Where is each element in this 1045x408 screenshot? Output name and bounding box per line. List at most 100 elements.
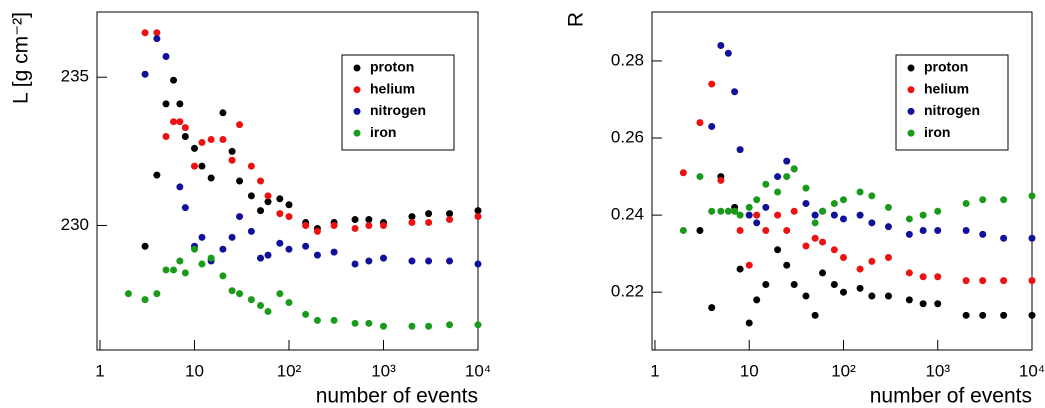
- data-point: [198, 233, 206, 241]
- data-point: [856, 265, 864, 273]
- data-point: [190, 144, 198, 152]
- data-point: [264, 307, 272, 315]
- data-point: [783, 261, 791, 269]
- data-point: [819, 207, 827, 215]
- data-point: [790, 207, 798, 215]
- data-point: [446, 210, 454, 218]
- data-point: [679, 169, 687, 177]
- y-tick-label: 0.26: [611, 128, 644, 147]
- data-point: [830, 200, 838, 208]
- data-point: [919, 227, 927, 235]
- data-point: [905, 230, 913, 238]
- data-point: [170, 76, 178, 84]
- x-tick-label: 10⁴: [1019, 361, 1045, 380]
- x-tick-label: 10: [185, 361, 204, 380]
- data-point: [962, 200, 970, 208]
- data-point: [176, 118, 184, 126]
- data-point: [839, 288, 847, 296]
- data-point: [313, 251, 321, 259]
- legend-marker: [353, 129, 361, 137]
- data-point: [264, 251, 272, 259]
- data-point: [774, 211, 782, 219]
- data-point: [774, 246, 782, 254]
- data-point: [802, 184, 810, 192]
- data-point: [979, 311, 987, 319]
- data-point: [819, 269, 827, 277]
- data-point: [856, 188, 864, 196]
- data-point: [276, 290, 284, 298]
- data-point: [257, 302, 265, 310]
- data-point: [934, 227, 942, 235]
- data-point: [731, 88, 739, 96]
- data-point: [198, 138, 206, 146]
- data-point: [264, 192, 272, 200]
- data-point: [425, 322, 433, 330]
- data-point: [285, 299, 293, 307]
- data-point: [745, 261, 753, 269]
- data-point: [351, 260, 359, 268]
- data-point: [745, 211, 753, 219]
- data-point: [753, 296, 761, 304]
- y-axis-label: L [g cm⁻²]: [10, 12, 33, 104]
- data-point: [207, 135, 215, 143]
- data-point: [379, 322, 387, 330]
- data-point: [228, 287, 236, 295]
- data-point: [708, 304, 716, 312]
- legend-marker: [907, 107, 915, 115]
- x-tick-label: 10⁴: [465, 361, 491, 380]
- legend-marker: [907, 64, 915, 72]
- data-point: [905, 215, 913, 223]
- data-point: [141, 296, 149, 304]
- data-point: [745, 319, 753, 327]
- legend-box: [341, 54, 455, 151]
- data-point: [905, 269, 913, 277]
- plot-frame: [96, 11, 479, 351]
- data-point: [285, 213, 293, 221]
- data-point: [219, 245, 227, 253]
- data-point: [868, 192, 876, 200]
- x-tick-label: 10: [740, 361, 759, 380]
- legend-label: nitrogen: [924, 102, 980, 118]
- data-point: [696, 173, 704, 181]
- legend-marker: [353, 107, 361, 115]
- data-point: [351, 216, 359, 224]
- data-point: [839, 215, 847, 223]
- data-point: [198, 162, 206, 170]
- data-point: [330, 248, 338, 256]
- data-point: [753, 211, 761, 219]
- data-point: [181, 133, 189, 141]
- data-point: [474, 213, 482, 221]
- data-point: [736, 265, 744, 273]
- x-axis-label: number of events: [316, 385, 478, 408]
- data-point: [236, 213, 244, 221]
- data-point: [762, 227, 770, 235]
- y-tick-label: 0.24: [611, 205, 644, 224]
- plot-frame: [651, 11, 1033, 351]
- data-point: [190, 162, 198, 170]
- data-point: [207, 254, 215, 262]
- data-point: [962, 277, 970, 285]
- data-point: [696, 227, 704, 235]
- legend-label: nitrogen: [370, 102, 426, 118]
- data-point: [731, 207, 739, 215]
- data-point: [170, 266, 178, 274]
- data-point: [717, 176, 725, 184]
- data-point: [302, 242, 310, 250]
- data-point: [425, 257, 433, 265]
- data-point: [884, 254, 892, 262]
- data-point: [257, 207, 265, 215]
- data-point: [425, 210, 433, 218]
- data-point: [1028, 192, 1036, 200]
- data-point: [811, 211, 819, 219]
- data-point: [446, 216, 454, 224]
- data-point: [934, 207, 942, 215]
- data-point: [313, 227, 321, 235]
- data-point: [1000, 277, 1008, 285]
- data-point: [884, 292, 892, 300]
- data-point: [198, 260, 206, 268]
- data-point: [802, 292, 810, 300]
- data-point: [365, 257, 373, 265]
- data-point: [124, 290, 132, 298]
- y-tick-label: 230: [61, 215, 89, 234]
- data-point: [884, 203, 892, 211]
